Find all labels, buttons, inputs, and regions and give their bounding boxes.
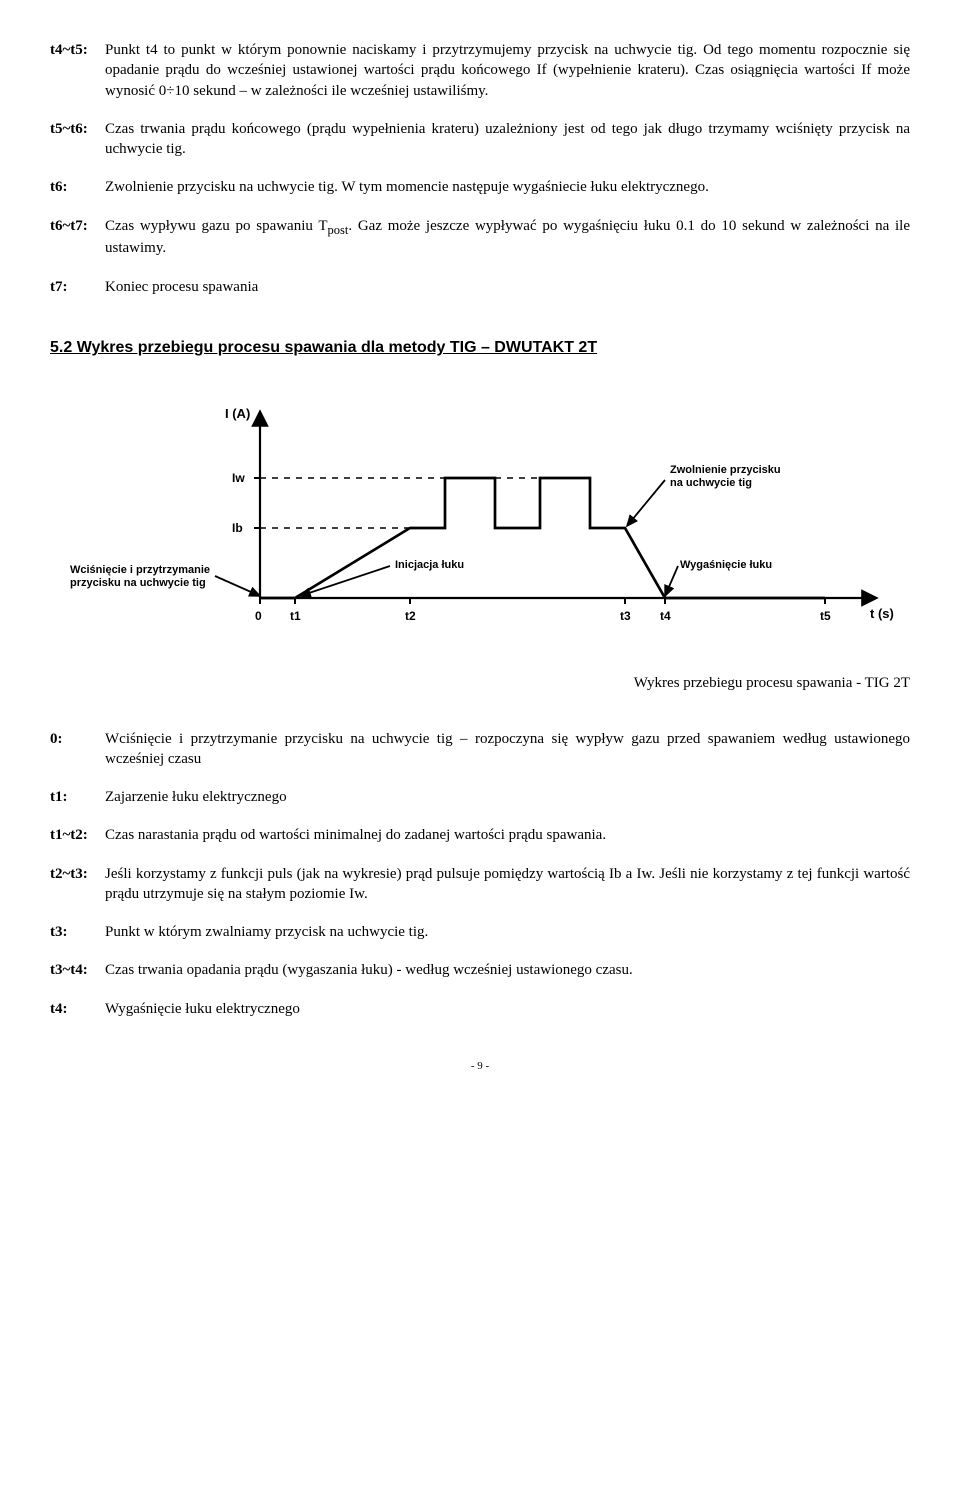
definition-row: 0:Wciśnięcie i przytrzymanie przycisku n… (50, 729, 910, 770)
definition-label: t1~t2: (50, 825, 105, 845)
definition-row: t4~t5:Punkt t4 to punkt w którym ponowni… (50, 40, 910, 101)
svg-text:Inicjacja łuku: Inicjacja łuku (395, 559, 464, 571)
svg-text:Iw: Iw (232, 471, 245, 485)
svg-text:Wygaśnięcie łuku: Wygaśnięcie łuku (680, 559, 772, 571)
definition-row: t3~t4:Czas trwania opadania prądu (wygas… (50, 960, 910, 980)
definition-text: Czas wypływu gazu po spawaniu Tpost. Gaz… (105, 216, 910, 259)
svg-text:t5: t5 (820, 609, 831, 623)
svg-text:I (A): I (A) (225, 406, 250, 421)
definition-row: t3:Punkt w którym zwalniamy przycisk na … (50, 922, 910, 942)
svg-text:t (s): t (s) (870, 606, 894, 621)
definition-row: t1~t2:Czas narastania prądu od wartości … (50, 825, 910, 845)
definition-label: t6~t7: (50, 216, 105, 259)
definition-label: t5~t6: (50, 119, 105, 160)
definitions-top: t4~t5:Punkt t4 to punkt w którym ponowni… (50, 40, 910, 297)
svg-text:t2: t2 (405, 609, 416, 623)
definition-label: t1: (50, 787, 105, 807)
definition-row: t7:Koniec procesu spawania (50, 277, 910, 297)
definition-row: t6:Zwolnienie przycisku na uchwycie tig.… (50, 177, 910, 197)
definition-text: Punkt w którym zwalniamy przycisk na uch… (105, 922, 910, 942)
definition-text: Wciśnięcie i przytrzymanie przycisku na … (105, 729, 910, 770)
page-number: - 9 - (50, 1059, 910, 1074)
definition-label: t7: (50, 277, 105, 297)
chart-caption: Wykres przebiegu procesu spawania - TIG … (50, 673, 910, 693)
svg-text:t3: t3 (620, 609, 631, 623)
svg-text:t4: t4 (660, 609, 671, 623)
svg-text:Wciśnięcie i przytrzymanie: Wciśnięcie i przytrzymanie (70, 564, 210, 576)
section-heading: 5.2 Wykres przebiegu procesu spawania dl… (50, 337, 910, 359)
definition-label: t4: (50, 999, 105, 1019)
definition-label: t6: (50, 177, 105, 197)
definition-text: Koniec procesu spawania (105, 277, 910, 297)
definition-text: Czas narastania prądu od wartości minima… (105, 825, 910, 845)
definition-text: Zajarzenie łuku elektrycznego (105, 787, 910, 807)
definition-row: t4:Wygaśnięcie łuku elektrycznego (50, 999, 910, 1019)
definitions-bottom: 0:Wciśnięcie i przytrzymanie przycisku n… (50, 729, 910, 1019)
definition-text: Zwolnienie przycisku na uchwycie tig. W … (105, 177, 910, 197)
definition-row: t1:Zajarzenie łuku elektrycznego (50, 787, 910, 807)
definition-label: t4~t5: (50, 40, 105, 101)
welding-chart: I (A) t (s) Iw Ib 0 t1 t2 t3 t4 t5 Wciśnięcie i pr… (65, 388, 895, 648)
svg-text:przycisku na uchwycie tig: przycisku na uchwycie tig (70, 577, 206, 589)
definition-label: 0: (50, 729, 105, 770)
definition-label: t3: (50, 922, 105, 942)
definition-label: t2~t3: (50, 864, 105, 905)
chart-container: I (A) t (s) Iw Ib 0 t1 t2 t3 t4 t5 Wciśnięcie i pr… (50, 388, 910, 648)
definition-text: Jeśli korzystamy z funkcji puls (jak na … (105, 864, 910, 905)
definition-row: t6~t7:Czas wypływu gazu po spawaniu Tpos… (50, 216, 910, 259)
svg-text:0: 0 (255, 609, 262, 623)
definition-row: t5~t6:Czas trwania prądu końcowego (prąd… (50, 119, 910, 160)
definition-text: Czas trwania opadania prądu (wygaszania … (105, 960, 910, 980)
svg-text:na uchwycie tig: na uchwycie tig (670, 477, 752, 489)
svg-text:t1: t1 (290, 609, 301, 623)
svg-text:Zwolnienie przycisku: Zwolnienie przycisku (670, 464, 781, 476)
definition-row: t2~t3:Jeśli korzystamy z funkcji puls (j… (50, 864, 910, 905)
definition-text: Wygaśnięcie łuku elektrycznego (105, 999, 910, 1019)
definition-text: Czas trwania prądu końcowego (prądu wype… (105, 119, 910, 160)
definition-text: Punkt t4 to punkt w którym ponownie naci… (105, 40, 910, 101)
svg-text:Ib: Ib (232, 521, 243, 535)
definition-label: t3~t4: (50, 960, 105, 980)
